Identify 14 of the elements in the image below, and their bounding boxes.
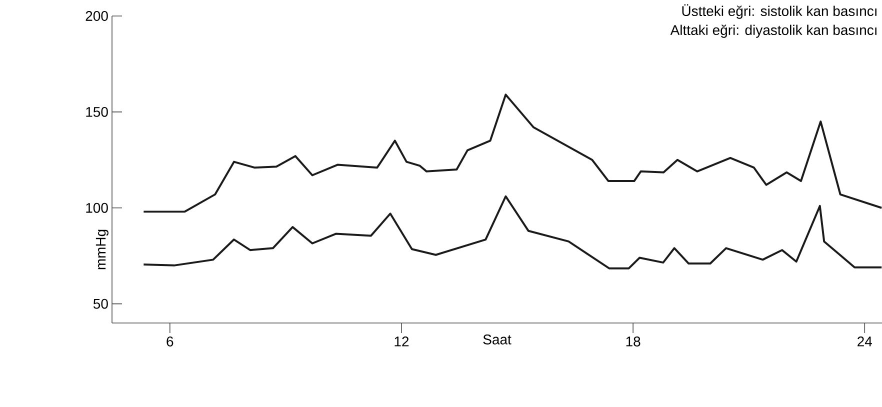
x-tick-label: 18: [626, 336, 640, 346]
y-tick-label: 50: [93, 298, 108, 309]
line-series: [142, 94, 882, 213]
annotation: Alttaki eğri: diyastolik kan basıncı: [670, 24, 876, 38]
y-tick-label: 100: [86, 202, 108, 213]
x-tick-label: 12: [394, 336, 409, 346]
line-series: [142, 195, 882, 270]
y-tick-label: 150: [86, 106, 108, 117]
x-tick-label: 6: [166, 336, 174, 346]
y-axis-title: mmHg: [96, 230, 108, 270]
x-tick-label: 24: [858, 336, 872, 346]
x-axis-title: Saat: [483, 334, 512, 344]
annotation: Üstteki eğri: sistolik kan basıncı: [682, 4, 876, 19]
y-tick-label: 200: [86, 11, 108, 21]
